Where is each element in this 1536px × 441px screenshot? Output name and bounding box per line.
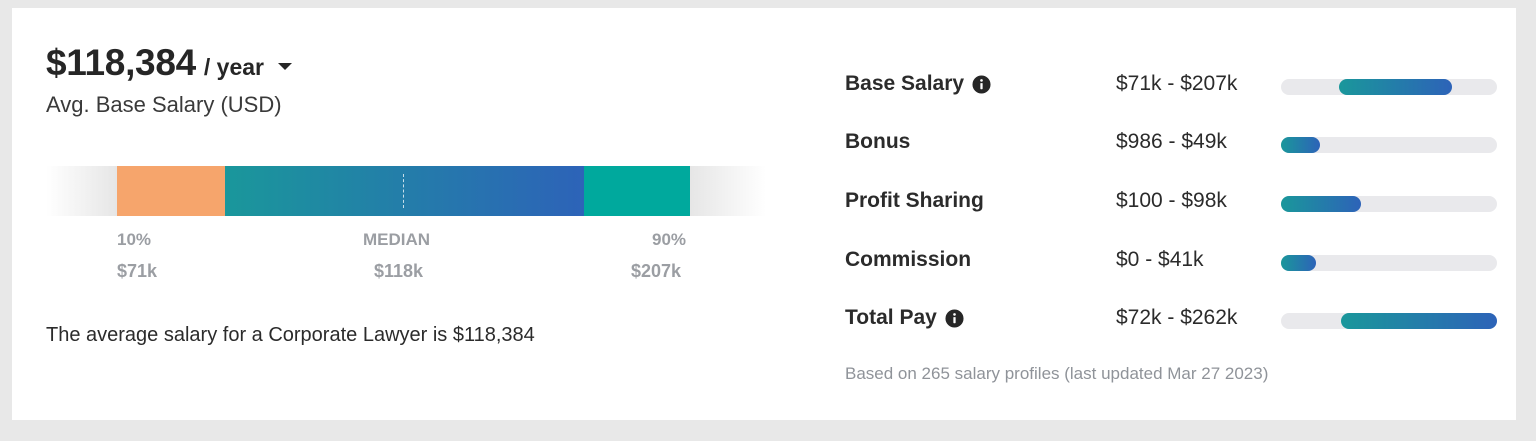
info-circle-icon[interactable] <box>945 308 964 328</box>
chevron-down-icon[interactable] <box>278 63 292 70</box>
row-range: $71k - $207k <box>1116 72 1238 95</box>
percentile-90-value: $207k <box>631 261 682 281</box>
range-fill <box>1281 255 1316 271</box>
info-circle-icon[interactable] <box>972 74 991 94</box>
percentile-10-value: $71k <box>117 261 158 281</box>
salary-summary-text: The average salary for a Corporate Lawye… <box>46 324 535 346</box>
compensation-row-total-pay: Total Pay $72k - $262k <box>845 304 1505 334</box>
range-track <box>1281 196 1497 212</box>
range-fill <box>1281 196 1361 212</box>
row-range: $72k - $262k <box>1116 306 1238 329</box>
median-value: $118k <box>374 261 424 281</box>
salary-subtitle: Avg. Base Salary (USD) <box>46 92 282 117</box>
period-selector[interactable]: / year <box>203 54 264 80</box>
range-fill <box>1341 313 1497 329</box>
compensation-row-commission: Commission $0 - $41k <box>845 246 1505 276</box>
range-track <box>1281 137 1497 153</box>
range-fade-right <box>690 166 766 216</box>
average-salary-amount: $118,384 <box>46 42 196 83</box>
row-range: $0 - $41k <box>1116 248 1204 271</box>
salary-headline: $118,384 / year <box>46 42 292 84</box>
range-track <box>1281 313 1497 329</box>
row-label: Commission <box>845 248 972 271</box>
data-source-footnote: Based on 265 salary profiles (last updat… <box>845 364 1269 383</box>
range-fill <box>1339 79 1452 95</box>
range-segment-low <box>117 166 225 216</box>
compensation-row-profit-sharing: Profit Sharing $100 - $98k <box>845 187 1505 217</box>
row-label: Profit Sharing <box>845 189 984 212</box>
range-fill <box>1281 137 1320 153</box>
range-track <box>1281 255 1497 271</box>
percentile-90-label: 90% <box>652 230 687 249</box>
row-range: $986 - $49k <box>1116 130 1227 153</box>
salary-card: $118,384 / year Avg. Base Salary (USD) 1… <box>12 8 1516 420</box>
compensation-row-base-salary: Base Salary $71k - $207k <box>845 70 1505 100</box>
percentile-10-label: 10% <box>117 230 152 249</box>
range-segment-mid <box>225 166 584 216</box>
range-track <box>1281 79 1497 95</box>
row-label: Bonus <box>845 130 911 153</box>
range-segment-high <box>584 166 690 216</box>
salary-range-bar <box>46 166 766 216</box>
row-label: Base Salary <box>845 72 965 95</box>
row-range: $100 - $98k <box>1116 189 1227 212</box>
row-label: Total Pay <box>845 306 937 329</box>
median-label: MEDIAN <box>363 230 431 249</box>
range-fade-left <box>46 166 117 216</box>
compensation-row-bonus: Bonus $986 - $49k <box>845 128 1505 158</box>
median-marker <box>403 174 404 208</box>
